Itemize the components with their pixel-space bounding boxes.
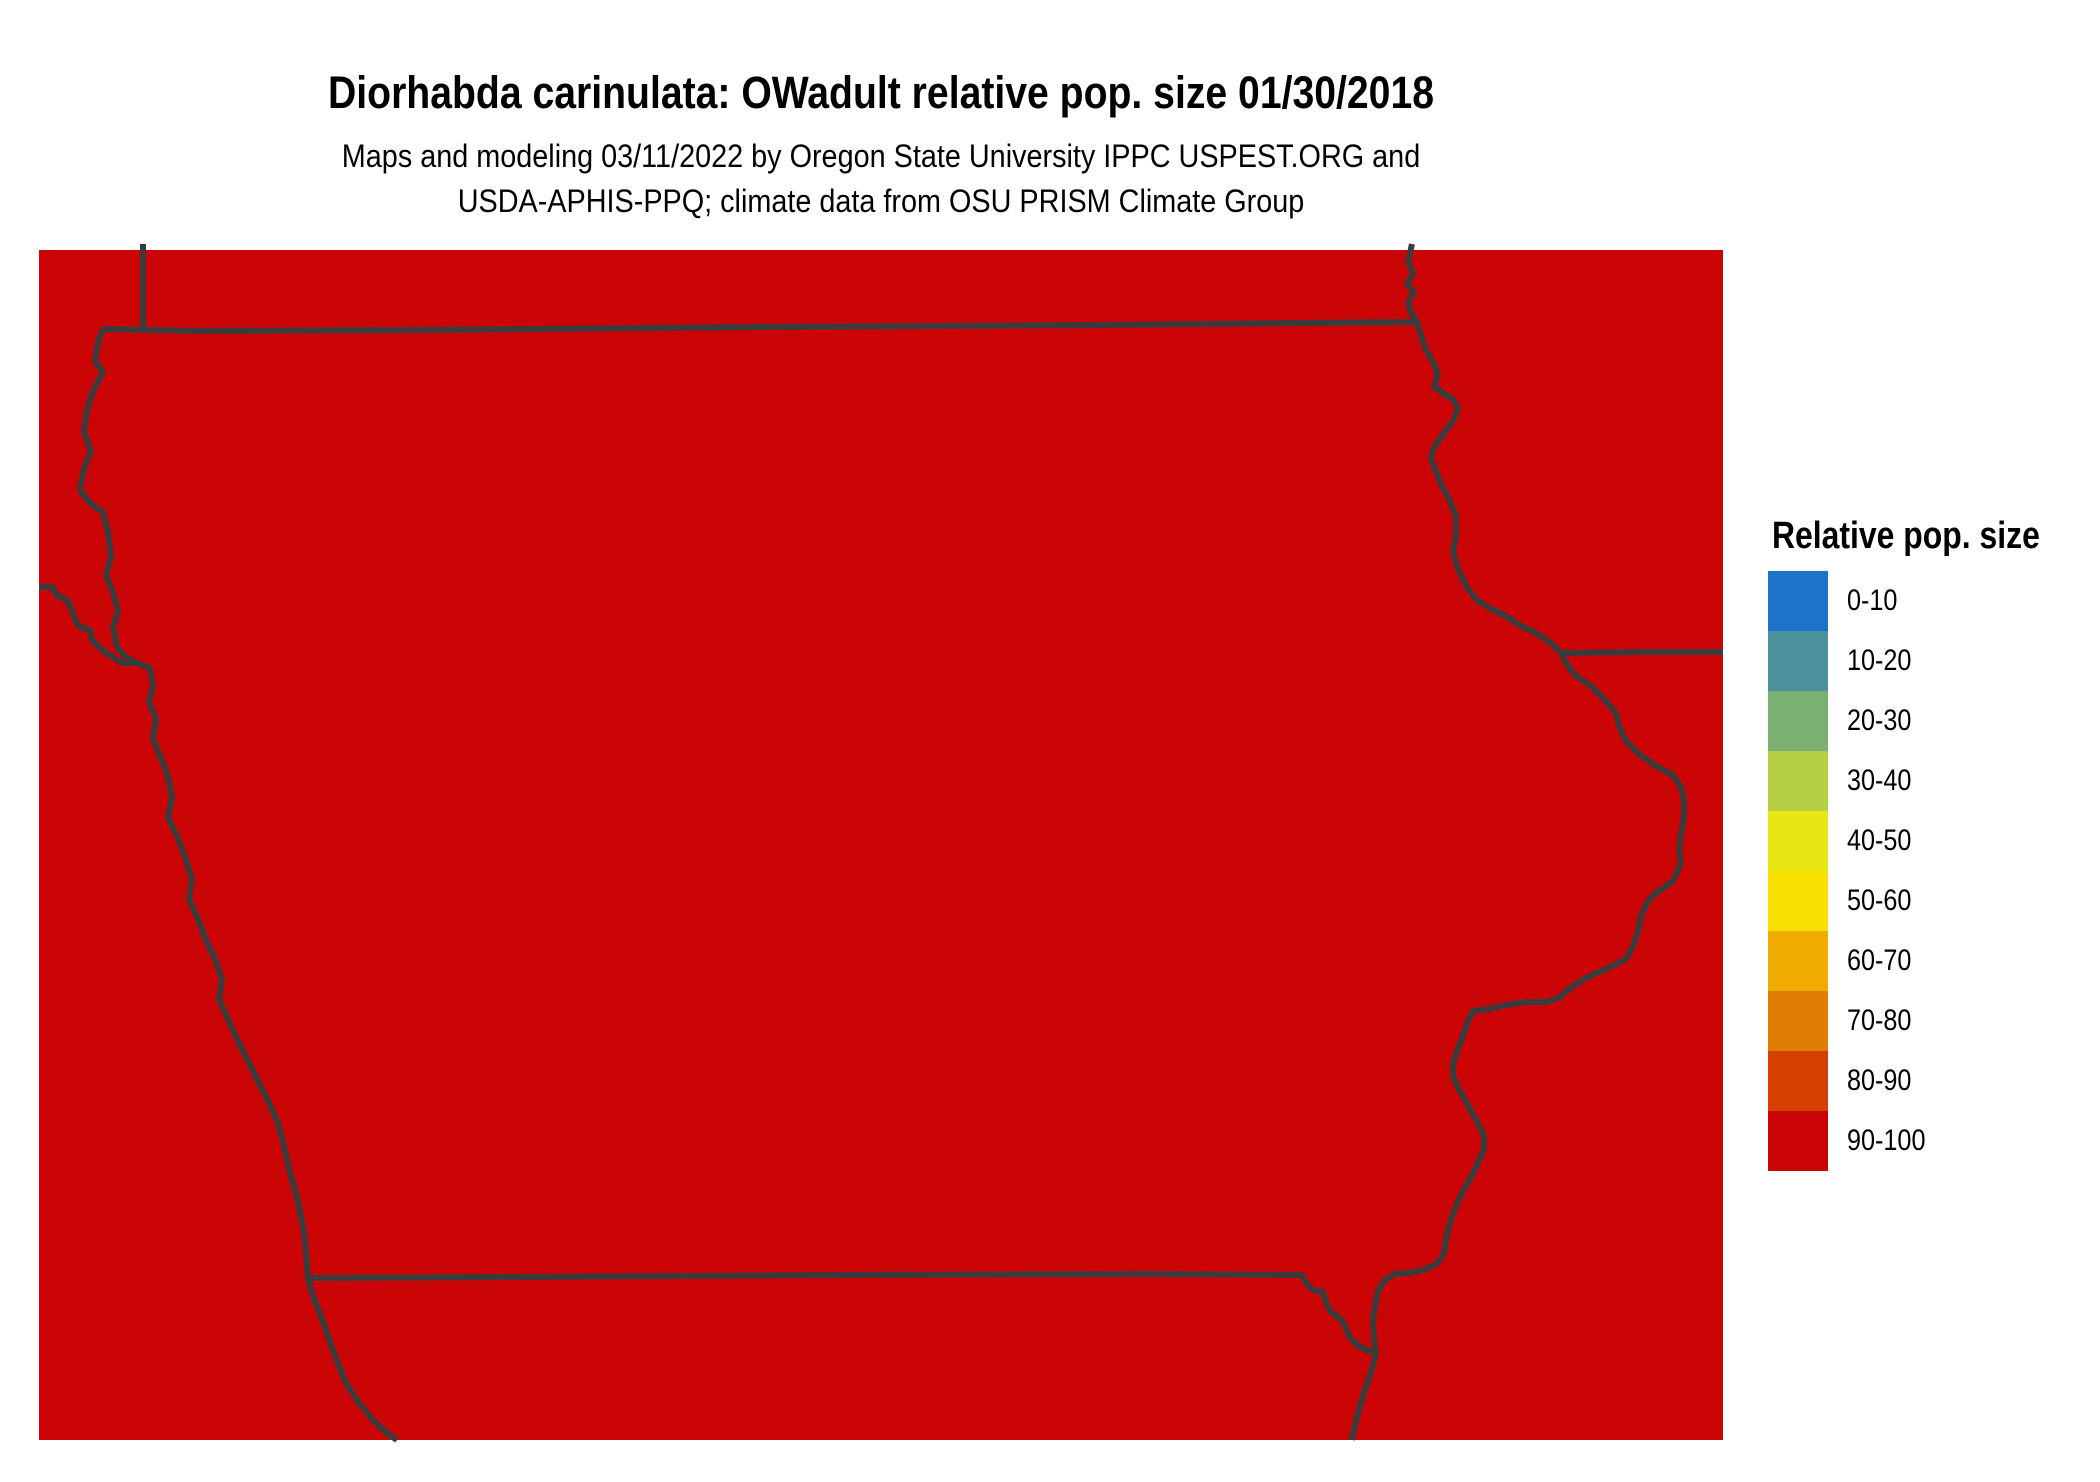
legend-swatch (1768, 1051, 1828, 1111)
legend-swatch (1768, 571, 1828, 631)
state-border-wisconsin-illinois (1560, 649, 1723, 656)
legend-item: 80-90 (1768, 1051, 1940, 1111)
page-subtitle-line1: Maps and modeling 03/11/2022 by Oregon S… (341, 138, 1421, 174)
legend-item-label: 10-20 (1847, 644, 1912, 677)
legend-swatch (1768, 1111, 1828, 1171)
legend-item: 50-60 (1768, 871, 1940, 931)
legend-item: 40-50 (1768, 811, 1940, 871)
river-big-sioux-missouri-west-border (77, 327, 399, 1443)
legend-swatch (1768, 991, 1828, 1051)
map-raster-fill (39, 250, 1723, 1440)
legend-item: 10-20 (1768, 631, 1940, 691)
legend-items: 0-10 10-20 20-30 30-40 40-50 50-60 60-70 70-80 8… (1768, 571, 1940, 1171)
legend-item-label: 20-30 (1847, 704, 1912, 737)
legend-item: 0-10 (1768, 571, 1940, 631)
legend-item: 90-100 (1768, 1111, 1940, 1171)
state-border-missouri (307, 1271, 1377, 1355)
legend-swatch (1768, 751, 1828, 811)
legend-item-label: 50-60 (1847, 884, 1912, 917)
legend-title: Relative pop. size (1772, 515, 2040, 557)
legend-item-label: 60-70 (1847, 944, 1912, 977)
legend-item: 30-40 (1768, 751, 1940, 811)
legend-swatch (1768, 691, 1828, 751)
river-big-sioux-west-stub (39, 584, 137, 666)
page-title: Diorhabda carinulata: OWadult relative p… (328, 67, 1434, 118)
legend-swatch (1768, 931, 1828, 991)
legend-swatch (1768, 631, 1828, 691)
legend-swatch (1768, 871, 1828, 931)
legend-item-label: 90-100 (1847, 1124, 1926, 1157)
legend-item: 20-30 (1768, 691, 1940, 751)
legend-item-label: 30-40 (1847, 764, 1912, 797)
river-mississippi-east-border (1349, 243, 1687, 1441)
legend-item: 70-80 (1768, 991, 1940, 1051)
legend-item-label: 80-90 (1847, 1064, 1912, 1097)
legend-swatch (1768, 811, 1828, 871)
state-border-minnesota (102, 319, 1418, 334)
legend-item-label: 70-80 (1847, 1004, 1912, 1037)
legend-item-label: 0-10 (1847, 584, 1898, 617)
page-subtitle-line2: USDA-APHIS-PPQ; climate data from OSU PR… (457, 183, 1305, 219)
legend-item-label: 40-50 (1847, 824, 1912, 857)
legend-item: 60-70 (1768, 931, 1940, 991)
